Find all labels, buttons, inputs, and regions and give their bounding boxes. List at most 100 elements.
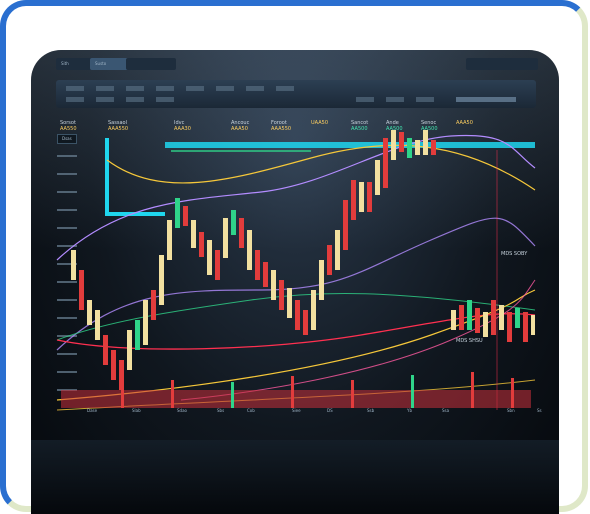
selected-tool[interactable] xyxy=(456,97,516,102)
time-tick: Ss xyxy=(537,408,542,413)
tool-button[interactable] xyxy=(96,86,114,91)
candle xyxy=(127,330,132,370)
tool-button[interactable] xyxy=(416,97,434,102)
candle xyxy=(247,230,252,270)
candle xyxy=(239,218,244,248)
window-button[interactable] xyxy=(488,58,516,70)
ticker-9: AAA50 xyxy=(456,120,473,126)
right-annotation: MDS SOBY xyxy=(501,251,528,257)
tool-button[interactable] xyxy=(356,97,374,102)
candle xyxy=(375,160,380,195)
tool-button[interactable] xyxy=(186,86,204,91)
ticker-5-value: UAA50 xyxy=(311,120,329,126)
tool-button[interactable] xyxy=(156,97,174,102)
ticker-4-label: Foroot xyxy=(271,120,287,126)
candle xyxy=(311,290,316,330)
volume-bar xyxy=(171,380,174,408)
time-tick: Sdao xyxy=(177,408,187,413)
candle xyxy=(431,140,436,155)
tab-2-label: Susto xyxy=(95,61,107,66)
price-tick xyxy=(57,245,77,247)
ticker-info-row: Sorsot AA550 Sassaol AAA550 Idvc AAA30 Anco… xyxy=(56,120,536,140)
candle xyxy=(367,182,372,212)
price-tick xyxy=(57,191,77,193)
candle xyxy=(207,240,212,275)
candle xyxy=(467,300,472,330)
mid-annotation: MDS SHSU xyxy=(456,338,483,344)
ticker-2-label: Idvc xyxy=(174,120,185,126)
candle xyxy=(71,250,76,280)
window-button[interactable] xyxy=(466,58,494,70)
tool-button[interactable] xyxy=(66,97,84,102)
time-tick: DS xyxy=(327,408,333,413)
tool-button[interactable] xyxy=(386,97,404,102)
chart-panel-label[interactable]: Dsas xyxy=(57,134,77,144)
candle xyxy=(343,200,348,250)
volume-bar xyxy=(121,376,124,408)
candle xyxy=(499,305,504,330)
price-tick xyxy=(57,227,77,229)
tool-button[interactable] xyxy=(126,97,144,102)
tool-button[interactable] xyxy=(66,86,84,91)
tab-2[interactable]: Susto xyxy=(90,58,130,70)
time-tick: Ssb xyxy=(367,408,375,413)
candle xyxy=(319,260,324,300)
ticker-2: Idvc AAA30 xyxy=(174,120,191,132)
candle xyxy=(491,300,496,335)
candle xyxy=(215,250,220,280)
tool-button[interactable] xyxy=(126,86,144,91)
candle xyxy=(287,288,292,318)
candle xyxy=(79,270,84,310)
candle xyxy=(255,250,260,280)
ticker-9-value: AAA50 xyxy=(456,120,473,126)
ticker-6-value: AA500 xyxy=(351,126,368,132)
ticker-0-label: Sorsot xyxy=(60,120,76,126)
ticker-1-label: Sassaol xyxy=(108,120,127,126)
candle xyxy=(231,210,236,235)
cyan-band xyxy=(165,142,535,148)
tab-1[interactable]: Sith xyxy=(56,58,94,70)
candle xyxy=(383,138,388,188)
tool-button[interactable] xyxy=(246,86,264,91)
candle xyxy=(335,230,340,270)
ticker-8-label: Senoc xyxy=(421,120,437,126)
volume-bar xyxy=(291,376,294,408)
window-button[interactable] xyxy=(510,58,538,70)
candle xyxy=(111,350,116,380)
tool-button[interactable] xyxy=(96,97,114,102)
candle xyxy=(199,232,204,257)
tool-button[interactable] xyxy=(216,86,234,91)
price-tick xyxy=(57,317,77,319)
search-box[interactable] xyxy=(126,58,176,70)
volume-bar xyxy=(411,375,414,408)
time-tick: Cob xyxy=(247,408,255,413)
purple-ma-line-2 xyxy=(56,217,536,351)
ticker-7-label: Ande xyxy=(386,120,399,126)
candlestick-chart[interactable]: MDS SOBY MDS SHSU xyxy=(31,50,559,450)
time-tick: Siee xyxy=(292,408,301,413)
candle xyxy=(183,206,188,226)
tool-button[interactable] xyxy=(156,86,174,91)
candle xyxy=(87,300,92,325)
candle xyxy=(263,262,268,287)
candle xyxy=(119,360,124,390)
candle xyxy=(351,180,356,220)
time-tick: Dase xyxy=(87,408,98,413)
price-tick xyxy=(57,209,77,211)
candle xyxy=(175,198,180,228)
price-tick xyxy=(57,353,77,355)
ticker-1-value: AAA550 xyxy=(108,126,129,132)
candle xyxy=(531,315,535,335)
candle xyxy=(523,312,528,342)
price-tick xyxy=(57,263,77,265)
candle xyxy=(451,310,456,330)
time-axis: Dase Slab Sdao Sbs Cob Siee DS Ssb Yb Ss… xyxy=(57,408,542,416)
volume-bar xyxy=(471,372,474,408)
app-topbar: Sith Susto xyxy=(56,58,538,72)
candle xyxy=(423,130,428,155)
price-tick xyxy=(57,299,77,301)
tool-button[interactable] xyxy=(276,86,294,91)
time-tick: Sbn xyxy=(507,408,515,413)
ticker-6: Sancot AA500 xyxy=(351,120,368,132)
candle xyxy=(103,335,108,365)
